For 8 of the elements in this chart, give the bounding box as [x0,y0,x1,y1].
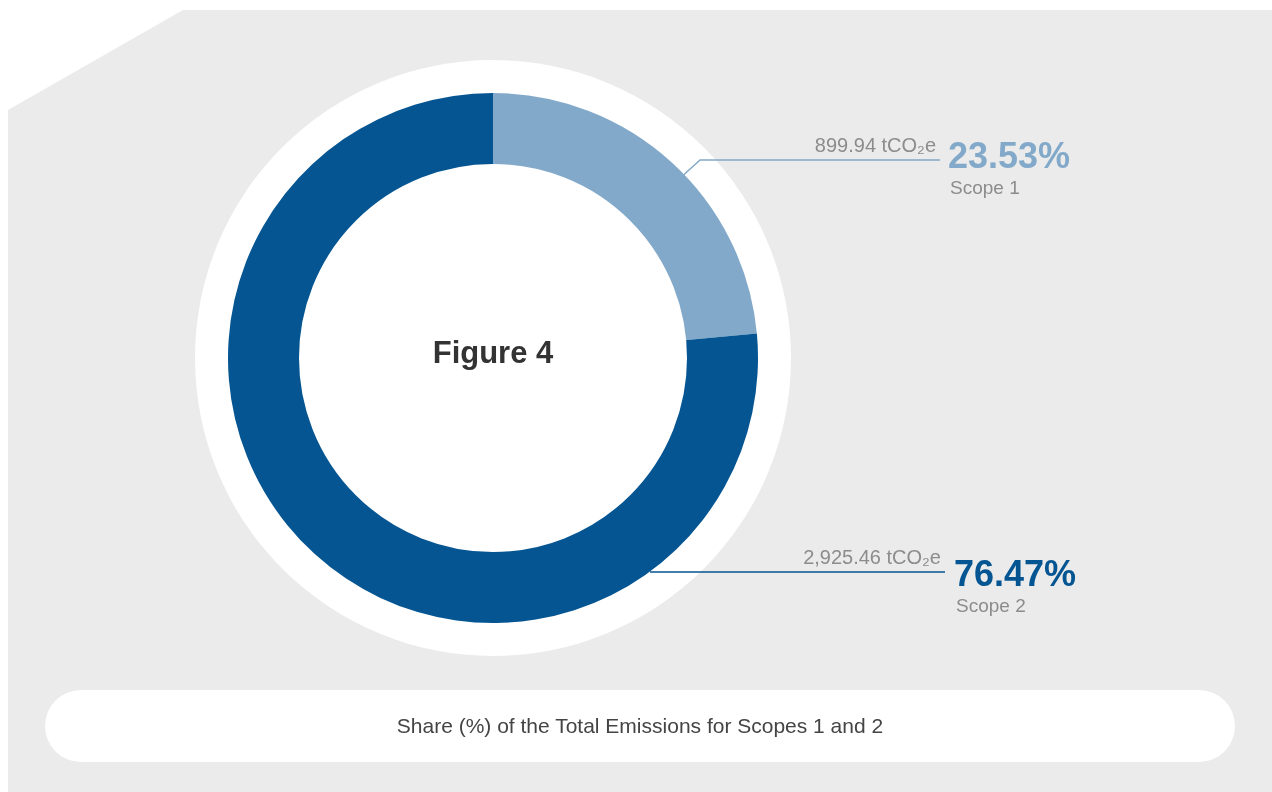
slice-label: Scope 2 [956,595,1026,616]
text: Share (%) of the Total Emissions for Scopes 1 and 2 [45,690,1235,762]
data-label: 76.47% [954,553,1077,594]
text: 2,925.46 tCO₂e [803,546,941,568]
slice-label: Scope 1 [950,177,1020,198]
text: 899.94 tCO₂e [814,134,936,156]
text: Figure 4 [431,335,555,371]
data-label: 23.53% [948,135,1071,176]
